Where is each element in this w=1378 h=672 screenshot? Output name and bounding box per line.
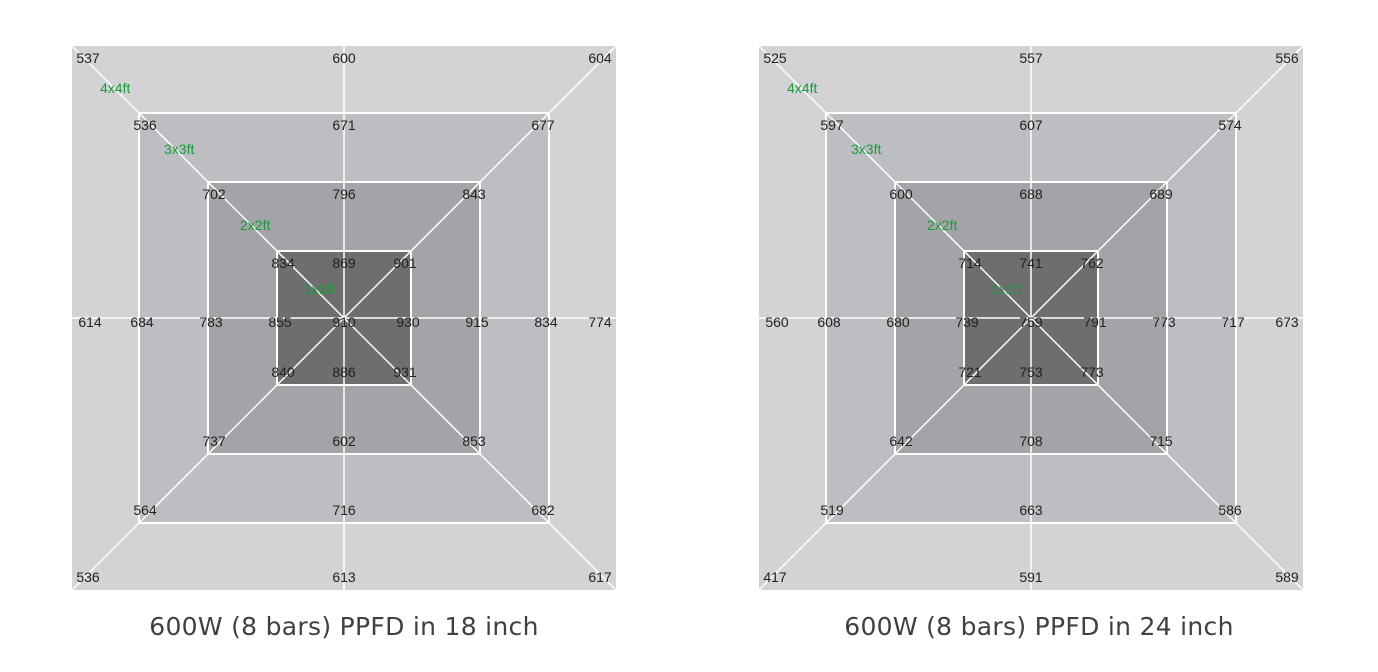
ppfd-value-3x3-tr: 574 xyxy=(1218,117,1242,133)
ppfd-value-3x3-right: 717 xyxy=(1221,314,1245,330)
ppfd-value-3x3-bottom: 716 xyxy=(332,502,356,518)
ppfd-value-3x3-bottom: 663 xyxy=(1019,502,1043,518)
ppfd-value-3x3-tl: 597 xyxy=(820,117,844,133)
ppfd-value-4x4-br: 617 xyxy=(588,569,612,585)
caption-18-inch: 600W (8 bars) PPFD in 18 inch xyxy=(149,612,539,641)
ppfd-value-3x3-bl: 564 xyxy=(133,502,157,518)
ppfd-value-4x4-tr: 604 xyxy=(588,50,612,66)
zone-label-2x2ft: 2x2ft xyxy=(927,217,957,233)
zone-label-1x1ft: 1x1ft xyxy=(991,281,1021,297)
ppfd-value-center: 759 xyxy=(1019,314,1043,330)
ppfd-map-18-inch: 537 600 604 614 774 536 613 617 536 671 677 684 834 5… xyxy=(72,46,616,590)
ppfd-value-2x2-left: 783 xyxy=(199,314,223,330)
ppfd-value-1x1-tr: 901 xyxy=(393,255,417,271)
ppfd-value-3x3-right: 834 xyxy=(534,314,558,330)
ppfd-value-3x3-bl: 519 xyxy=(820,502,844,518)
ppfd-value-2x2-br: 715 xyxy=(1149,433,1173,449)
ppfd-value-3x3-top: 607 xyxy=(1019,117,1043,133)
ppfd-value-3x3-left: 684 xyxy=(130,314,154,330)
zone-label-1x1ft: 1x1ft xyxy=(304,281,334,297)
ppfd-value-2x2-tr: 843 xyxy=(462,186,486,202)
ppfd-value-4x4-left: 614 xyxy=(78,314,102,330)
ppfd-value-1x1-br: 773 xyxy=(1080,364,1104,380)
ppfd-value-1x1-right: 791 xyxy=(1083,314,1107,330)
ppfd-value-1x1-left: 855 xyxy=(268,314,292,330)
ppfd-value-4x4-right: 774 xyxy=(588,314,612,330)
ppfd-map-24-inch: 525 557 556 560 673 417 591 589 597 607 574 608 717 5… xyxy=(759,46,1303,590)
ppfd-value-2x2-tr: 689 xyxy=(1149,186,1173,202)
ppfd-value-3x3-br: 586 xyxy=(1218,502,1242,518)
ppfd-value-2x2-bottom: 602 xyxy=(332,433,356,449)
ppfd-value-4x4-top: 600 xyxy=(332,50,356,66)
ppfd-value-2x2-bottom: 708 xyxy=(1019,433,1043,449)
ppfd-value-2x2-bl: 737 xyxy=(202,433,226,449)
zone-label-2x2ft: 2x2ft xyxy=(240,217,270,233)
ppfd-value-4x4-tl: 525 xyxy=(763,50,787,66)
ppfd-value-1x1-bl: 721 xyxy=(958,364,982,380)
ppfd-value-3x3-tl: 536 xyxy=(133,117,157,133)
ppfd-value-2x2-br: 853 xyxy=(462,433,486,449)
ppfd-value-2x2-left: 680 xyxy=(886,314,910,330)
ppfd-value-4x4-br: 589 xyxy=(1275,569,1299,585)
ppfd-value-2x2-right: 915 xyxy=(465,314,489,330)
ppfd-value-2x2-bl: 642 xyxy=(889,433,913,449)
ppfd-value-4x4-right: 673 xyxy=(1275,314,1299,330)
ppfd-value-2x2-tl: 702 xyxy=(202,186,226,202)
zone-label-3x3ft: 3x3ft xyxy=(164,141,194,157)
ppfd-value-2x2-top: 796 xyxy=(332,186,356,202)
caption-24-inch: 600W (8 bars) PPFD in 24 inch xyxy=(844,612,1234,641)
zone-label-4x4ft: 4x4ft xyxy=(100,80,130,96)
ppfd-value-3x3-tr: 677 xyxy=(531,117,555,133)
ppfd-value-1x1-br: 931 xyxy=(393,364,417,380)
ppfd-value-1x1-right: 930 xyxy=(396,314,420,330)
ppfd-value-3x3-br: 682 xyxy=(531,502,555,518)
zone-label-4x4ft: 4x4ft xyxy=(787,80,817,96)
ppfd-value-1x1-bottom: 886 xyxy=(332,364,356,380)
ppfd-value-4x4-bottom: 591 xyxy=(1019,569,1043,585)
ppfd-value-4x4-bl: 536 xyxy=(76,569,100,585)
ppfd-value-2x2-tl: 600 xyxy=(889,186,913,202)
diagonal-line-anti xyxy=(72,46,616,590)
ppfd-value-2x2-right: 773 xyxy=(1152,314,1176,330)
ppfd-value-1x1-bl: 840 xyxy=(271,364,295,380)
ppfd-value-3x3-left: 608 xyxy=(817,314,841,330)
ppfd-value-1x1-top: 741 xyxy=(1019,255,1043,271)
ppfd-value-1x1-bottom: 753 xyxy=(1019,364,1043,380)
ppfd-value-1x1-tl: 834 xyxy=(271,255,295,271)
ppfd-value-4x4-tl: 537 xyxy=(76,50,100,66)
ppfd-value-4x4-left: 560 xyxy=(765,314,789,330)
ppfd-value-3x3-top: 671 xyxy=(332,117,356,133)
ppfd-value-4x4-tr: 556 xyxy=(1275,50,1299,66)
ppfd-value-4x4-bl: 417 xyxy=(763,569,787,585)
ppfd-value-1x1-tr: 762 xyxy=(1080,255,1104,271)
diagonal-line-anti xyxy=(759,46,1303,590)
ppfd-value-2x2-top: 688 xyxy=(1019,186,1043,202)
ppfd-value-4x4-top: 557 xyxy=(1019,50,1043,66)
zone-label-3x3ft: 3x3ft xyxy=(851,141,881,157)
ppfd-value-center: 910 xyxy=(332,314,356,330)
ppfd-value-1x1-top: 869 xyxy=(332,255,356,271)
ppfd-value-1x1-left: 739 xyxy=(955,314,979,330)
ppfd-value-1x1-tl: 714 xyxy=(958,255,982,271)
ppfd-value-4x4-bottom: 613 xyxy=(332,569,356,585)
